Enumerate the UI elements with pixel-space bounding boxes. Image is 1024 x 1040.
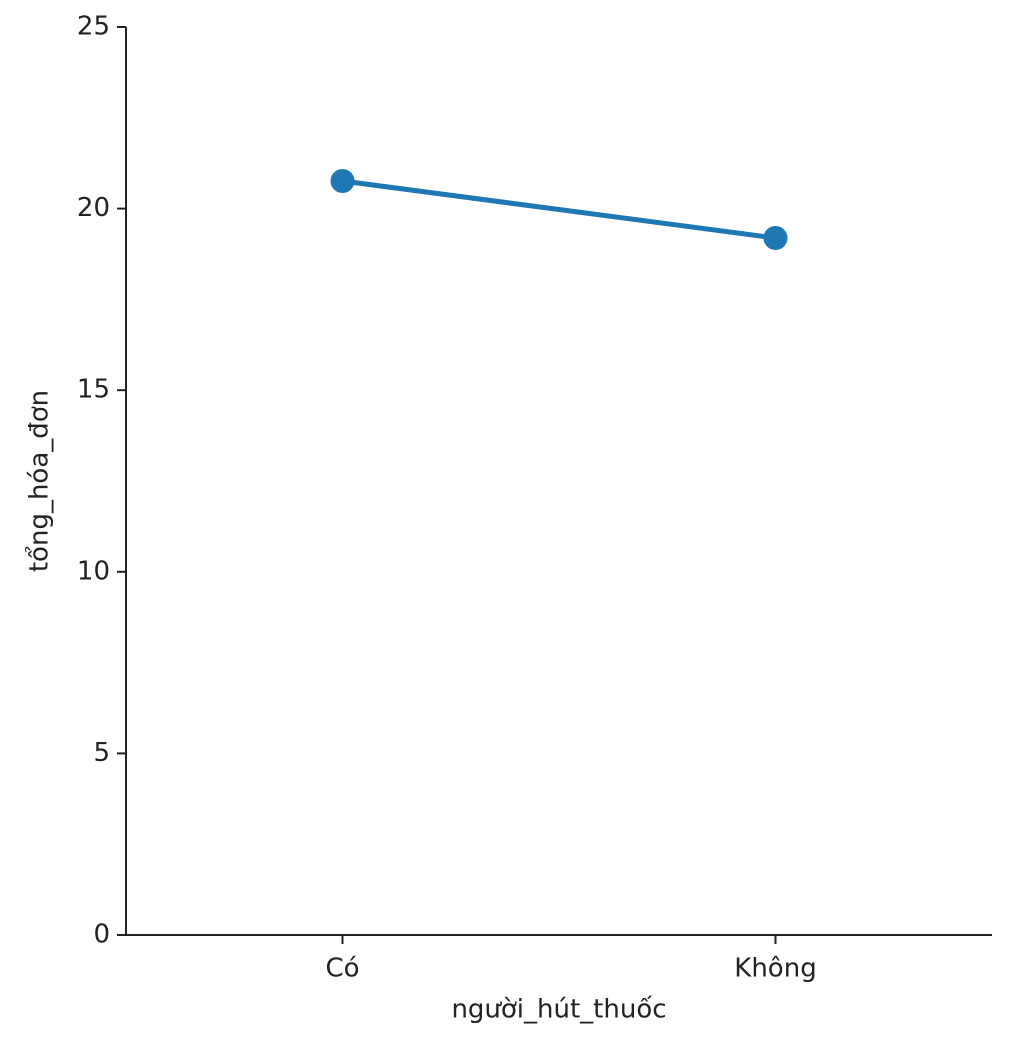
- x-axis-label: người_hút_thuốc: [451, 995, 666, 1025]
- y-tick-label: 5: [93, 738, 110, 768]
- y-tick-label: 15: [77, 375, 110, 405]
- line: [342, 178, 776, 241]
- point: [763, 226, 788, 251]
- point: [330, 168, 355, 193]
- y-tick-label: 20: [77, 193, 110, 223]
- y-tick-label: 0: [93, 920, 110, 950]
- y-tick-label: 10: [77, 556, 110, 586]
- x-tick-label: Có: [325, 954, 359, 984]
- x-tick-label: Không: [734, 954, 816, 984]
- y-tick-label: 25: [77, 12, 110, 42]
- y-axis-label: tổng_hóa_đơn: [24, 390, 55, 572]
